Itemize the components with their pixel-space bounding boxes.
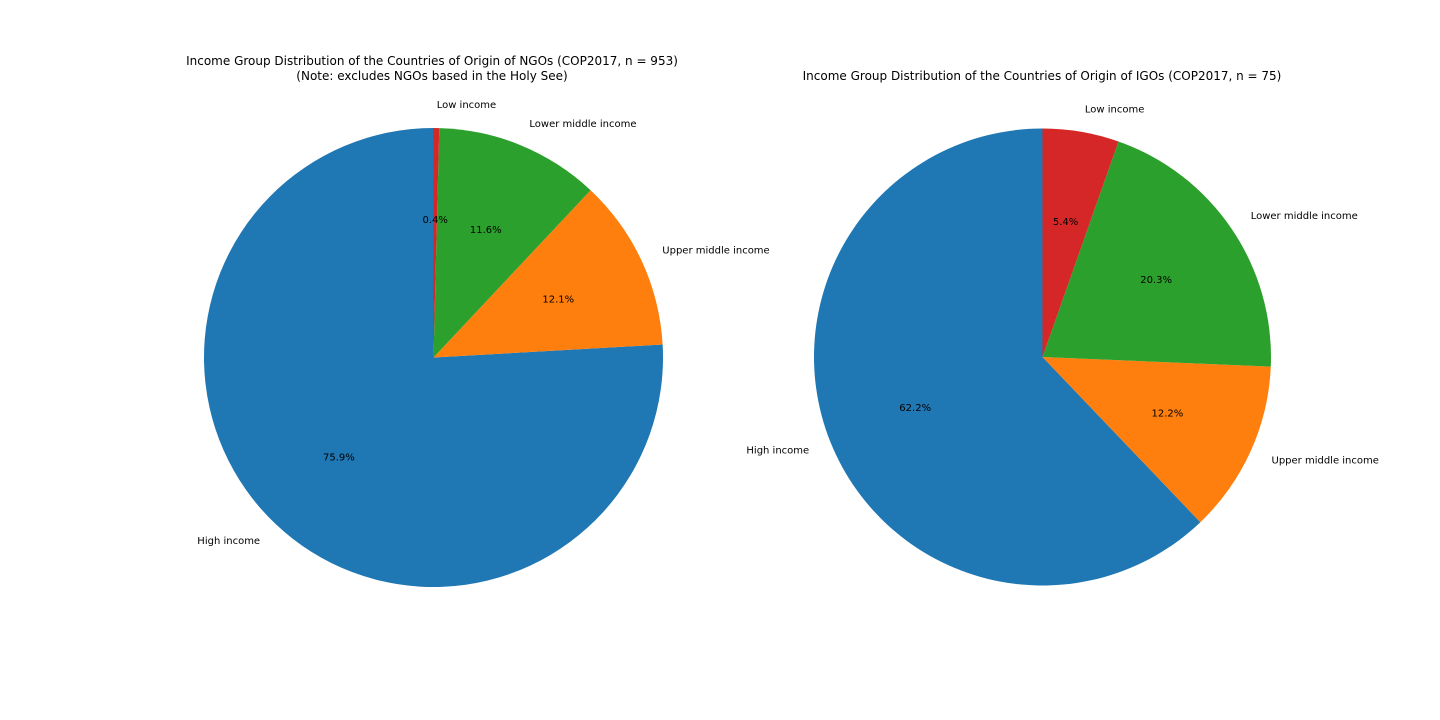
igo-slice-label-upper-middle-income: Upper middle income bbox=[1272, 456, 1379, 467]
igo-slice-label-high-income: High income bbox=[746, 446, 809, 457]
igo-slice-lower-middle-income bbox=[1042, 141, 1271, 367]
igo-slices bbox=[814, 128, 1271, 586]
ngo-labels: High income 75.9% Upper middle income 12.1%… bbox=[197, 100, 769, 547]
ngo-slice-label-low-income: Low income bbox=[437, 100, 497, 111]
igo-slice-label-lower-middle-income: Lower middle income bbox=[1251, 211, 1358, 222]
ngo-pct-label-low-income: 0.4% bbox=[422, 215, 447, 226]
ngo-slice-low-income bbox=[433, 127, 440, 358]
ngo-pct-label-upper-middle-income: 12.1% bbox=[542, 294, 574, 305]
ngo-pie-chart: Income Group Distribution of the Countri… bbox=[186, 54, 770, 588]
ngo-slice-label-upper-middle-income: Upper middle income bbox=[662, 246, 769, 257]
ngo-chart-title: Income Group Distribution of the Countri… bbox=[186, 54, 678, 68]
igo-pct-label-lower-middle-income: 20.3% bbox=[1140, 275, 1172, 286]
ngo-slice-lower-middle-income bbox=[433, 128, 591, 358]
igo-slice-high-income bbox=[814, 128, 1201, 586]
igo-slice-label-low-income: Low income bbox=[1085, 104, 1145, 115]
igo-pct-label-low-income: 5.4% bbox=[1053, 217, 1078, 228]
igo-labels: High income 62.2% Upper middle income 12.2%… bbox=[746, 104, 1379, 466]
igo-chart-title: Income Group Distribution of the Countri… bbox=[803, 69, 1282, 83]
ngo-slice-upper-middle-income bbox=[433, 190, 663, 358]
ngo-chart-subtitle: (Note: excludes NGOs based in the Holy S… bbox=[296, 69, 567, 83]
ngo-pct-label-lower-middle-income: 11.6% bbox=[470, 225, 502, 236]
igo-pie-chart: Income Group Distribution of the Countri… bbox=[746, 69, 1379, 586]
ngo-slice-label-high-income: High income bbox=[197, 536, 260, 547]
ngo-slice-label-lower-middle-income: Lower middle income bbox=[529, 119, 636, 130]
ngo-pct-label-high-income: 75.9% bbox=[323, 453, 355, 464]
igo-pct-label-high-income: 62.2% bbox=[899, 403, 931, 414]
ngo-slices bbox=[203, 127, 663, 588]
igo-pct-label-upper-middle-income: 12.2% bbox=[1152, 409, 1184, 420]
igo-slice-upper-middle-income bbox=[1042, 357, 1271, 523]
igo-slice-low-income bbox=[1042, 128, 1119, 357]
ngo-slice-high-income bbox=[203, 128, 663, 588]
